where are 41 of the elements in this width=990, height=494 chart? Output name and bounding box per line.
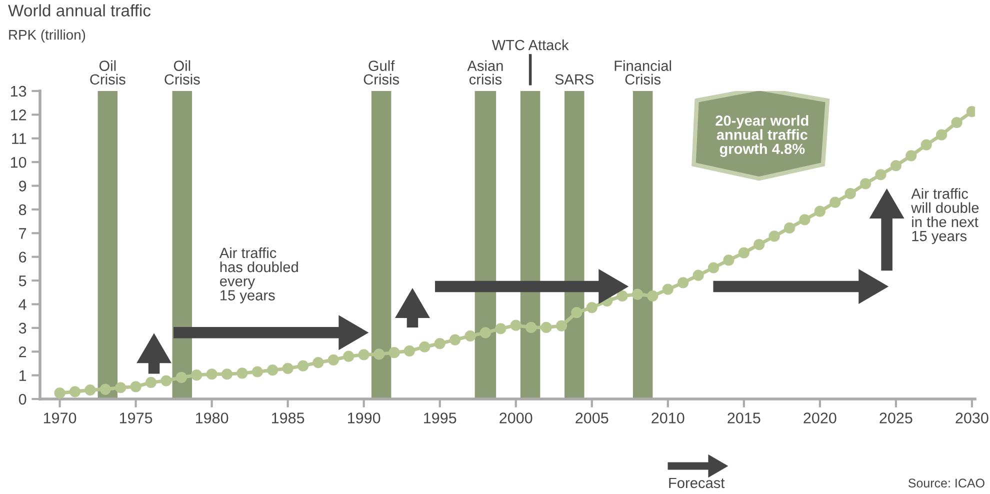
x-tick-label: 1970 — [44, 412, 76, 424]
y-tick-label: 13 — [10, 86, 26, 97]
y-tick-label: 4 — [18, 299, 26, 310]
x-tick-label: 2010 — [652, 412, 684, 424]
x-tick-label: 1975 — [120, 412, 152, 424]
source-note: Source: ICAO — [908, 478, 984, 488]
band-label: Asian crisis — [467, 60, 503, 85]
y-tick-label: 1 — [19, 370, 26, 381]
x-tick-label: 2030 — [956, 412, 988, 424]
y-tick-label: 9 — [19, 180, 26, 192]
text: Forecast — [669, 478, 725, 488]
band-label: Oil Crisis — [164, 60, 200, 85]
x-tick-label: 1995 — [424, 412, 456, 424]
x-tick-label: 2020 — [804, 412, 836, 424]
chart-title: World annual traffic — [8, 4, 151, 16]
y-tick-label: 7 — [19, 228, 26, 239]
annotation: 20-year world annual traffic growth 4.8% — [716, 115, 808, 157]
x-tick-label: 1980 — [196, 412, 228, 424]
annotation: Air traffic has doubled every 15 years — [219, 247, 298, 304]
band-label: Financial Crisis — [614, 60, 672, 85]
band-label: Oil Crisis — [90, 60, 126, 85]
band-label: Gulf Crisis — [364, 60, 400, 85]
x-tick-label: 2025 — [880, 412, 912, 424]
x-tick-label: 2000 — [500, 412, 532, 424]
x-tick-label: 2005 — [576, 412, 608, 424]
y-tick-label: 11 — [12, 133, 26, 144]
band-label: WTC Attack — [492, 40, 569, 50]
y-tick-label: 3 — [18, 322, 26, 334]
y-tick-label: 8 — [18, 204, 26, 216]
x-tick-label: 1990 — [348, 412, 380, 424]
x-tick-label: 1985 — [272, 412, 304, 424]
y-axis-title: RPK (trillion) — [9, 30, 86, 42]
y-tick-label: 12 — [10, 110, 26, 120]
y-tick-label: 2 — [19, 346, 26, 358]
x-tick-label: 2015 — [728, 412, 760, 424]
y-tick-label: 6 — [19, 252, 26, 263]
annotation: Air traffic will double in the next 15 years — [911, 188, 979, 244]
band-label: SARS — [555, 74, 594, 85]
y-tick-label: 0 — [18, 394, 26, 405]
y-tick-label: 5 — [18, 276, 26, 286]
y-tick-label: 10 — [10, 156, 26, 168]
